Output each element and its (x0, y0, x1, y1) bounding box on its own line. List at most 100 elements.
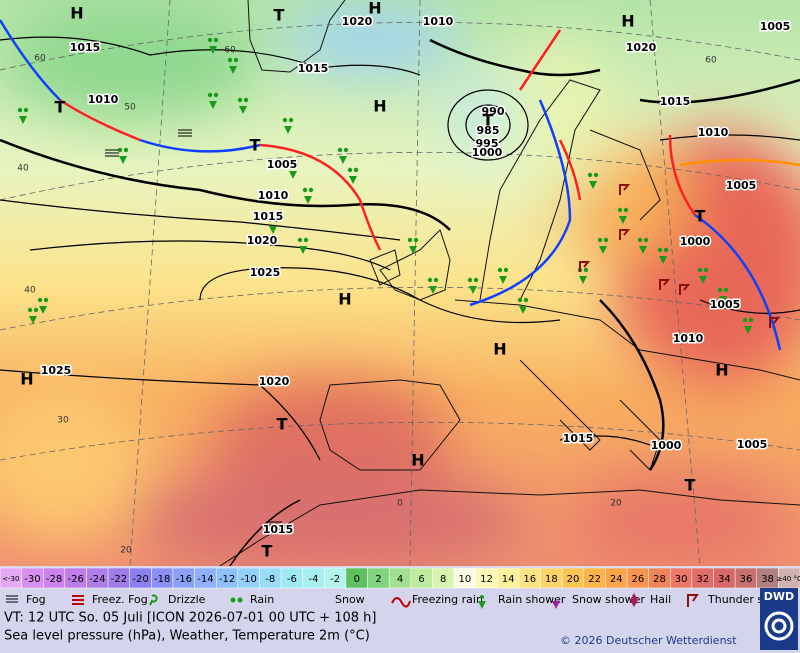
scale-label: 12 (480, 574, 493, 585)
scale-label: -18 (154, 574, 170, 585)
rain-dot (213, 37, 219, 43)
pressure-label: 1005 (760, 20, 791, 33)
scale-label: 6 (418, 574, 424, 585)
shower-mark (209, 101, 217, 109)
shower-mark (304, 196, 312, 204)
rain-dot (117, 147, 123, 153)
shower-mark (229, 66, 237, 74)
isotherm-label: 40 (24, 286, 36, 296)
shower-mark (719, 296, 727, 304)
rain-dot (43, 297, 49, 303)
pressure-center: H (621, 12, 634, 31)
rain-dot (273, 217, 279, 223)
scale-label: 26 (631, 574, 644, 585)
rain-dot (288, 117, 294, 123)
rain-dot (617, 207, 623, 213)
scale-label: 16 (523, 574, 536, 585)
pressure-label: 1015 (660, 95, 691, 108)
rain-dot (473, 277, 479, 283)
shower-mark (429, 286, 437, 294)
scale-label: 2 (375, 574, 381, 585)
shower-mark (239, 106, 247, 114)
legend-icon (72, 595, 84, 605)
scale-label: 20 (567, 574, 580, 585)
pressure-label: 995 (476, 137, 499, 150)
scale-label: 10 (458, 574, 471, 585)
rain-dot (293, 162, 299, 168)
shower-mark (589, 181, 597, 189)
fronts (0, 19, 800, 351)
pressure-label: 1005 (710, 298, 741, 311)
color-scale: <-30 -30 -28 -26 -24 -22 -20 -18 -16 -14 -12 -10 -8-… (0, 567, 800, 589)
isotherm-label: 20 (610, 499, 622, 509)
weather-symbols (17, 37, 781, 529)
isotherm-label: 40 (17, 164, 29, 174)
pressure-label: 1010 (258, 189, 289, 202)
logo-swirl (764, 611, 794, 641)
rain-dot (308, 187, 314, 193)
scale-label: -4 (309, 574, 319, 585)
pressure-label: 1015 (263, 523, 294, 536)
shower-mark (29, 316, 37, 324)
rain-dot (723, 287, 729, 293)
pressure-center: H (20, 370, 33, 389)
legend-label: Hail (650, 593, 671, 606)
rain-dot (663, 247, 669, 253)
legend-label: Freezing rain (412, 593, 483, 606)
pressure-label: 1010 (88, 93, 119, 106)
isotherm-label: 60 (224, 46, 236, 56)
rain-dot (33, 307, 39, 313)
scale-label: -16 (176, 574, 192, 585)
rain-dot (243, 97, 249, 103)
shower-mark (339, 156, 347, 164)
rain-dot (123, 147, 129, 153)
valid-time: VT: 12 UTC So. 05 Juli [ICON 2026-07-01 … (4, 611, 376, 626)
pressure-label: 1015 (70, 41, 101, 54)
pressure-label: 1005 (267, 158, 298, 171)
shower-mark (579, 276, 587, 284)
shower-mark (119, 156, 127, 164)
pressure-center: H (368, 0, 381, 18)
rain-dot (603, 237, 609, 243)
rain-dot (237, 97, 243, 103)
scale-label: -2 (330, 574, 340, 585)
pressure-label: 1015 (563, 432, 594, 445)
rain-dot (302, 187, 308, 193)
scale-label: 8 (440, 574, 446, 585)
scale-label: -30 (24, 574, 40, 585)
scale-label: -6 (287, 574, 297, 585)
shower-mark (499, 276, 507, 284)
rain-dot (523, 297, 529, 303)
pressure-center: H (70, 4, 83, 23)
pressure-label: 1015 (298, 62, 329, 75)
rain-dot (742, 317, 748, 323)
pressure-center: T (262, 542, 273, 561)
scale-label: 14 (502, 574, 515, 585)
rain-dot (267, 217, 273, 223)
shower-mark (599, 246, 607, 254)
shower-mark (269, 226, 277, 234)
logo: DWD (764, 590, 794, 603)
pressure-center: H (715, 361, 728, 380)
rain-dot (207, 92, 213, 98)
shower-mark (289, 171, 297, 179)
pressure-center: T (55, 98, 66, 117)
shower-mark (409, 246, 417, 254)
legend-icon (687, 594, 699, 607)
scale-label: 36 (740, 574, 753, 585)
shower-mark (349, 176, 357, 184)
rain-dot (467, 277, 473, 283)
thunder-mark (659, 279, 671, 290)
shower-mark (39, 306, 47, 314)
thunder-mark (769, 317, 781, 328)
rain-dot (27, 307, 33, 313)
rain-dot (407, 237, 413, 243)
rain-dot (623, 207, 629, 213)
shower-mark (209, 46, 217, 54)
pressure-center: T (483, 111, 494, 130)
scale-label: 38 (761, 574, 774, 585)
pressure-label: 1015 (253, 210, 284, 223)
rain-dot (227, 57, 233, 63)
